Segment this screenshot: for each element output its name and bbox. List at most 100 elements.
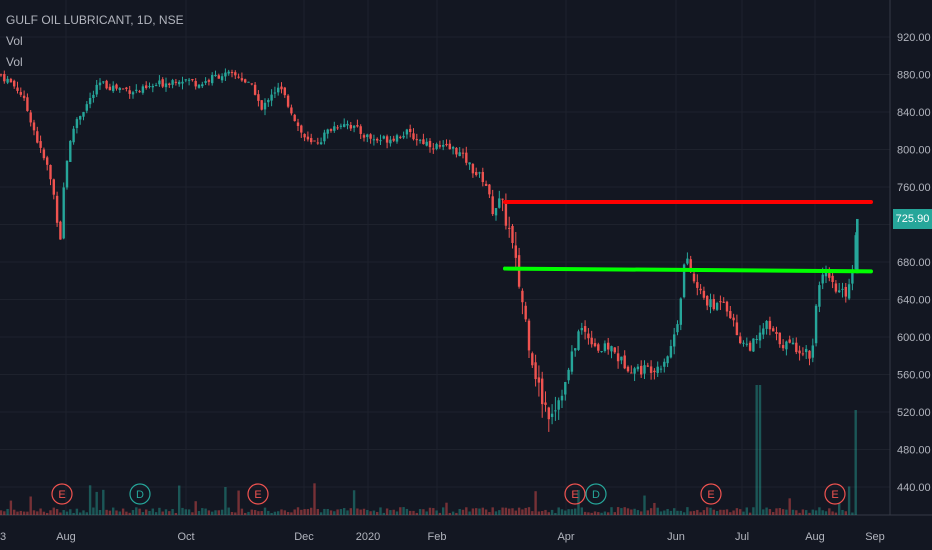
candle-body	[673, 334, 676, 347]
candle-body	[699, 288, 702, 291]
candle-body	[293, 114, 296, 122]
volume-bar	[402, 507, 405, 515]
candle-body	[643, 365, 646, 374]
candle-body	[775, 332, 778, 334]
dividend-marker[interactable]	[585, 483, 607, 505]
candle-body	[715, 303, 719, 310]
candle-body	[682, 264, 686, 298]
candle-body	[494, 208, 498, 216]
volume-bar	[128, 512, 131, 515]
volume-bar	[544, 509, 547, 515]
candle-body	[583, 326, 587, 332]
candle-body	[230, 71, 234, 73]
candle-body	[557, 400, 560, 410]
candle-body	[418, 139, 422, 141]
volume-bar	[501, 507, 504, 515]
dividend-marker[interactable]	[129, 483, 151, 505]
volume-bar	[663, 510, 666, 515]
candle-body	[748, 342, 752, 351]
volume-bar	[567, 509, 570, 515]
earnings-marker[interactable]	[247, 483, 269, 505]
volume-bar	[795, 510, 798, 515]
y-tick-label: 520.00	[897, 407, 931, 419]
volume-bar	[237, 490, 240, 515]
volume-bar	[435, 510, 438, 515]
candle-body	[39, 141, 42, 148]
volume-bar	[676, 510, 679, 515]
candle-body	[498, 198, 501, 208]
candle-body	[616, 353, 620, 362]
x-tick-label: Sep	[865, 531, 885, 543]
candle-body	[623, 355, 626, 369]
volume-bar	[138, 508, 141, 515]
candle-body	[296, 122, 300, 126]
earnings-marker[interactable]	[564, 483, 586, 505]
candle-body	[59, 221, 62, 240]
volume-bar	[267, 510, 270, 515]
candle-body	[646, 365, 649, 367]
volume-bar	[554, 512, 557, 515]
y-tick-label: 480.00	[897, 445, 931, 457]
candle-body	[3, 74, 6, 82]
volume-bar	[88, 485, 92, 515]
candle-body	[818, 285, 821, 307]
volume-bar	[125, 511, 128, 515]
volume-bar	[343, 508, 346, 515]
volume-bar	[791, 509, 795, 515]
candle-body	[758, 332, 762, 341]
volume-bar	[118, 511, 121, 515]
volume-bar	[656, 507, 659, 515]
volume-bar	[227, 507, 230, 515]
volume-bar	[326, 508, 329, 515]
volume-bar	[82, 510, 85, 515]
candle-body	[755, 338, 758, 340]
volume-bar	[26, 511, 29, 515]
candle-body	[445, 143, 448, 146]
candle-body	[560, 395, 564, 401]
earnings-marker[interactable]	[700, 483, 722, 505]
candle-body	[0, 74, 3, 76]
volume-bar	[511, 508, 514, 515]
y-tick-label: 880.00	[897, 70, 931, 82]
volume-bar	[775, 508, 778, 515]
volume-bar	[409, 510, 412, 515]
volume-bar	[244, 512, 247, 515]
volume-bar	[831, 511, 834, 515]
volume-bar	[187, 509, 191, 515]
volume-bar	[313, 483, 316, 515]
candle-body	[240, 78, 244, 81]
candle-body	[610, 346, 613, 352]
volume-bar	[234, 512, 237, 515]
earnings-marker[interactable]	[824, 483, 846, 505]
volume-bar	[550, 509, 554, 515]
candle-body	[313, 140, 316, 142]
volume-bar	[382, 512, 385, 515]
volume-bar	[649, 508, 653, 515]
volume-bar	[263, 507, 267, 515]
support-line[interactable]	[503, 266, 873, 274]
candle-body	[105, 80, 108, 89]
candle-body	[765, 320, 768, 329]
volume-bar	[673, 508, 676, 515]
volume-bar	[699, 512, 702, 515]
chart-legend: GULF OIL LUBRICANT, 1D, NSE Vol Vol	[6, 10, 184, 73]
candle-body	[207, 80, 211, 82]
volume-bar	[217, 510, 220, 515]
volume-bar	[42, 511, 46, 515]
candle-body	[349, 124, 352, 129]
candle-body	[227, 71, 230, 74]
volume-bar	[422, 509, 425, 515]
volume-bar	[821, 510, 824, 515]
volume-bar	[666, 509, 669, 515]
volume-bar	[22, 511, 26, 515]
candle-body	[587, 333, 590, 339]
candle-body	[402, 135, 405, 138]
candle-body	[253, 84, 257, 95]
earnings-marker[interactable]	[51, 483, 73, 505]
volume-bar	[3, 511, 6, 515]
volume-bar	[679, 510, 682, 515]
volume-bar	[362, 508, 366, 515]
candle-body	[844, 286, 847, 297]
candle-body	[791, 342, 795, 345]
